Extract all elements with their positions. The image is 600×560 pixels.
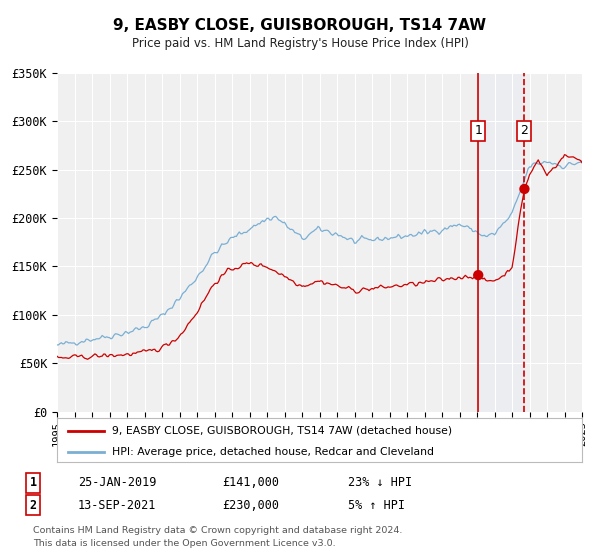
Text: HPI: Average price, detached house, Redcar and Cleveland: HPI: Average price, detached house, Redc…: [112, 447, 434, 458]
Text: 2: 2: [520, 124, 529, 137]
Point: [520, 184, 529, 193]
Bar: [478, 73, 524, 412]
Point: [473, 270, 483, 279]
Text: £141,000: £141,000: [222, 476, 279, 489]
Text: This data is licensed under the Open Government Licence v3.0.: This data is licensed under the Open Gov…: [33, 539, 335, 548]
Text: 5% ↑ HPI: 5% ↑ HPI: [348, 498, 405, 512]
Text: 25-JAN-2019: 25-JAN-2019: [78, 476, 157, 489]
Text: £230,000: £230,000: [222, 498, 279, 512]
Text: Price paid vs. HM Land Registry's House Price Index (HPI): Price paid vs. HM Land Registry's House …: [131, 37, 469, 50]
Text: 2: 2: [29, 498, 37, 512]
Text: 9, EASBY CLOSE, GUISBOROUGH, TS14 7AW (detached house): 9, EASBY CLOSE, GUISBOROUGH, TS14 7AW (d…: [112, 426, 452, 436]
Text: 13-SEP-2021: 13-SEP-2021: [78, 498, 157, 512]
Text: 9, EASBY CLOSE, GUISBOROUGH, TS14 7AW: 9, EASBY CLOSE, GUISBOROUGH, TS14 7AW: [113, 18, 487, 32]
Text: 23% ↓ HPI: 23% ↓ HPI: [348, 476, 412, 489]
Text: 1: 1: [29, 476, 37, 489]
Text: 1: 1: [474, 124, 482, 137]
Text: Contains HM Land Registry data © Crown copyright and database right 2024.: Contains HM Land Registry data © Crown c…: [33, 526, 403, 535]
